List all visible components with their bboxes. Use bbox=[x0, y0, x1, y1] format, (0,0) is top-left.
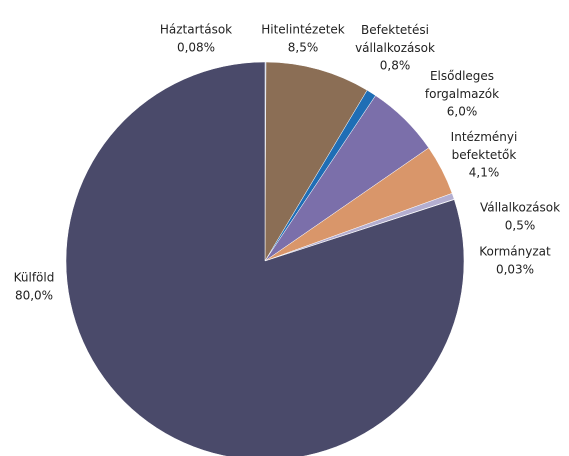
slice-value-label: 6,0% bbox=[447, 105, 478, 119]
slice-label: Elsődleges forgalmazók bbox=[425, 69, 499, 101]
slice-value-label: 0,03% bbox=[496, 263, 534, 277]
slice-value-label: 0,08% bbox=[177, 41, 215, 55]
slice-value-label: 8,5% bbox=[288, 41, 319, 55]
slice-value-label: 0,5% bbox=[505, 219, 536, 233]
slice-label: Intézményi befektetők bbox=[451, 130, 518, 162]
slice-label: Vállalkozások bbox=[480, 201, 560, 215]
pie-slice bbox=[264, 61, 368, 262]
slice-label: Hitelintézetek bbox=[261, 23, 345, 37]
pie-slice bbox=[65, 61, 465, 456]
slice-label: Külföld bbox=[14, 271, 55, 285]
slice-value-label: 0,8% bbox=[380, 59, 411, 73]
slice-value-label: 4,1% bbox=[469, 166, 500, 180]
slice-label: Befektetési vállalkozások bbox=[355, 23, 435, 55]
slice-label: Kormányzat bbox=[479, 245, 551, 259]
slice-value-label: 80,0% bbox=[15, 289, 53, 303]
slice-label: Háztartások bbox=[160, 23, 232, 37]
